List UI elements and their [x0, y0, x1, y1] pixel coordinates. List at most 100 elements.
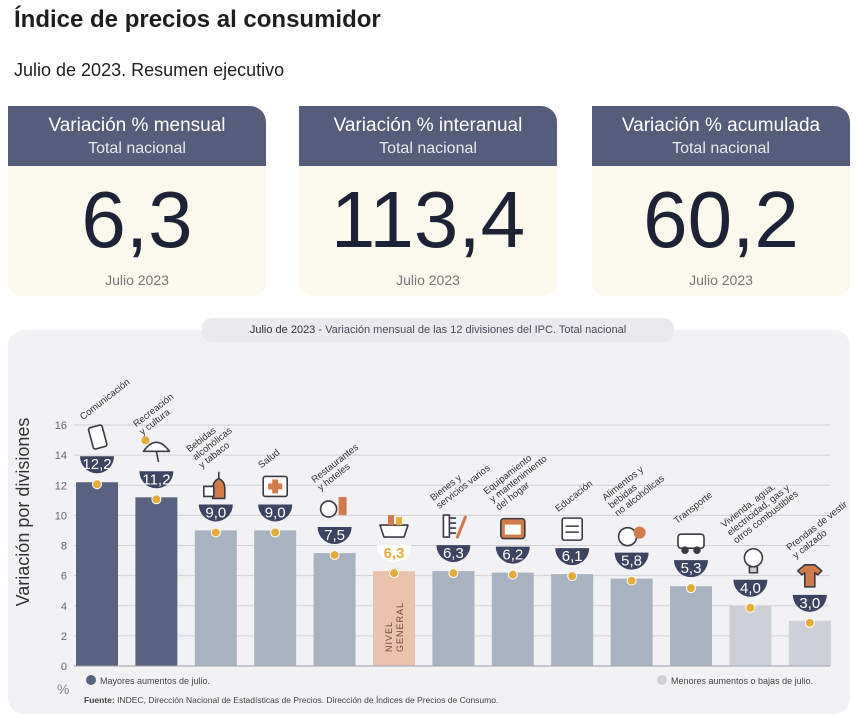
icon-part	[212, 471, 226, 500]
category-label: Salud	[256, 447, 282, 471]
unit-label: %	[57, 681, 69, 697]
y-tick-label: 16	[55, 420, 67, 432]
icon-part	[388, 515, 394, 526]
kpi-card-acumulada: Variación % acumulada Total nacional 60,…	[592, 106, 850, 296]
category-label: Bienes yservicios varios	[428, 455, 492, 512]
data-label: 5,3	[681, 560, 702, 577]
chart-caption: Julio de 2023 - Variación mensual de las…	[202, 318, 674, 342]
category-label-line: Comunicación	[78, 377, 132, 423]
general-level-label-line: GENERAL	[395, 602, 405, 652]
icon-part	[141, 436, 150, 445]
bar-marker	[567, 571, 578, 582]
icon-part	[379, 524, 409, 538]
bar-marker	[92, 479, 102, 490]
kpi-label: Variación % acumulada	[621, 115, 821, 136]
tshirt-icon	[797, 564, 823, 588]
division-12: 4,0 Vivienda, agua,electricidad, gas yotr…	[719, 481, 801, 666]
icon-part	[87, 424, 108, 450]
kpi-label: Variación % interanual	[333, 115, 523, 136]
comb-icon	[442, 514, 467, 539]
bar	[432, 571, 475, 666]
data-label: 12,2	[82, 456, 111, 473]
icon-part	[442, 514, 451, 538]
bar-marker	[151, 494, 162, 505]
page-title: Índice de precios al consumidor	[14, 6, 381, 33]
legend-marker-mayores	[86, 675, 96, 685]
kpi-header: Variación % interanual Total nacional	[299, 106, 557, 166]
legend-marker-menores	[657, 675, 667, 685]
category-label: Comunicación	[78, 377, 132, 423]
icon-part	[743, 547, 764, 568]
bar	[313, 553, 356, 666]
value-badge	[258, 504, 293, 522]
icon-part	[396, 517, 402, 526]
value-badge	[317, 527, 352, 545]
data-label: 6,2	[502, 547, 523, 564]
value-badge	[674, 560, 708, 578]
data-label: 7,5	[324, 527, 345, 544]
value-badge	[555, 548, 590, 566]
page-subtitle: Julio de 2023. Resumen ejecutivo	[14, 60, 285, 80]
icon-part	[203, 485, 215, 498]
icon-part	[504, 524, 521, 535]
icon-part	[693, 546, 701, 554]
value-badge	[80, 456, 114, 474]
icon-part	[681, 546, 689, 554]
source-note: Fuente: INDEC, Dirección Nacional de Est…	[84, 695, 498, 705]
source-label: Fuente:	[84, 695, 115, 705]
y-tick-label: 4	[61, 601, 67, 613]
legend-label-menores: Menores aumentos o bajas de julio.	[671, 676, 813, 686]
bar-marker	[210, 527, 221, 538]
icon-part	[155, 450, 160, 463]
bar-marker	[686, 583, 696, 594]
kpi-value: 60,2	[643, 175, 799, 264]
data-label: 6,3	[384, 545, 405, 562]
division-6: 6,3 NIVELGENERAL	[373, 515, 415, 666]
data-label: 5,8	[621, 553, 642, 570]
kpi-period: Julio 2023	[396, 272, 460, 288]
division-11: 5,3 Transporte	[670, 490, 715, 666]
value-badge	[139, 471, 174, 489]
chart-caption-date: Julio de 2023	[249, 324, 316, 336]
value-badge	[733, 579, 768, 597]
division-8: 6,2 Equipamientoy mantenimientodel hogar	[482, 446, 556, 666]
category-label: Educación	[553, 478, 595, 514]
kpi-body: 6,3 Julio 2023	[8, 166, 266, 296]
icon-part	[455, 515, 467, 539]
y-tick-label: 10	[55, 510, 67, 522]
division-2: 11,2 Recreacióny cultura	[131, 392, 178, 666]
bar-marker	[448, 568, 459, 579]
data-label: 6,1	[562, 548, 583, 565]
kpi-sublabel: Total nacional	[379, 140, 477, 157]
category-label: Alimentos ybebidasno alcohólicas	[600, 457, 667, 519]
kpi-body: 60,2 Julio 2023	[592, 166, 850, 296]
value-badge	[436, 545, 471, 563]
kpi-sublabel: Total nacional	[672, 140, 770, 157]
value-badge	[495, 546, 530, 564]
data-label: 11,2	[142, 471, 170, 488]
category-label: Equipamientoy mantenimientodel hogar	[482, 446, 556, 513]
bar	[491, 572, 534, 666]
icon-part	[617, 526, 638, 547]
bar	[670, 586, 712, 666]
icon-part	[319, 500, 338, 518]
category-label: Transporte	[672, 490, 715, 527]
chart-caption-text: - Variación mensual de las 12 divisiones…	[315, 324, 627, 336]
y-tick-label: 2	[61, 631, 67, 643]
bar-marker	[507, 569, 518, 580]
y-axis-label: Variación por divisiones	[13, 418, 33, 607]
kpi-card-interanual: Variación % interanual Total nacional 11…	[299, 106, 557, 296]
dining-icon	[319, 497, 347, 518]
bar	[729, 605, 772, 666]
y-tick-label: 12	[55, 480, 67, 492]
icon-part	[268, 483, 283, 490]
y-tick-label: 0	[61, 661, 67, 673]
basket-icon	[379, 515, 409, 538]
bar-marker	[626, 575, 637, 586]
y-tick-label: 8	[61, 541, 67, 553]
icon-part	[677, 533, 705, 549]
y-tick-label: 14	[55, 450, 67, 462]
